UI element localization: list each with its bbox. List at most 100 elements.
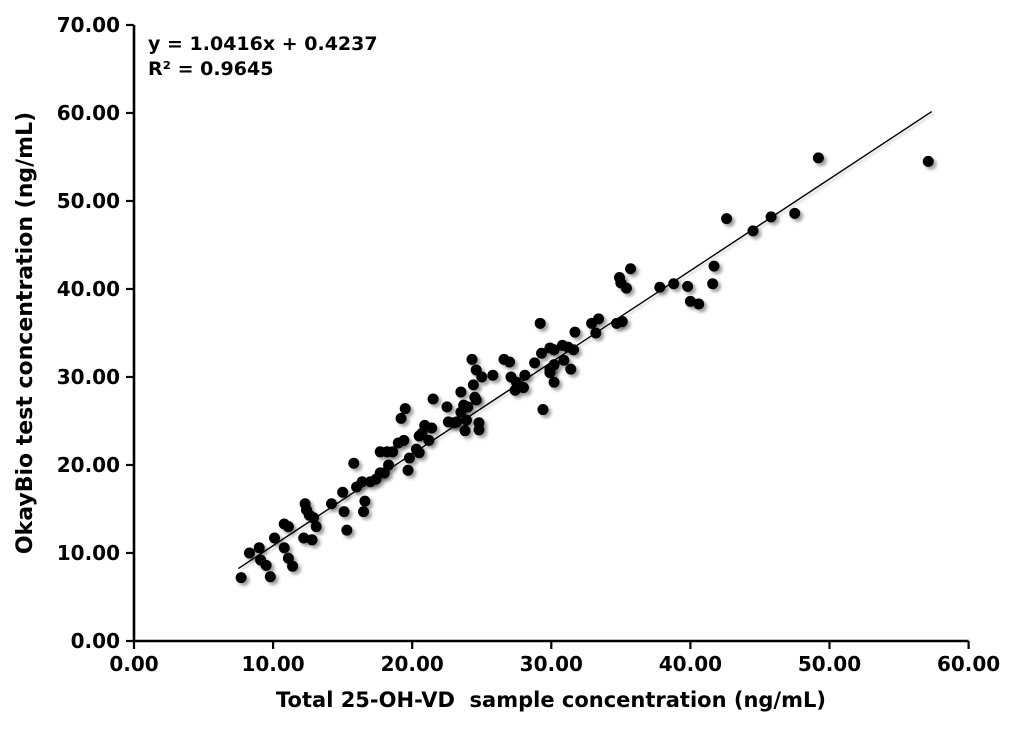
y-tick-label: 30.00	[57, 365, 120, 389]
data-point	[517, 382, 529, 394]
data-point	[467, 379, 479, 391]
data-point	[410, 443, 422, 455]
x-tick-label: 10.00	[241, 652, 304, 676]
y-tick-label: 60.00	[57, 101, 120, 125]
data-point	[403, 452, 415, 464]
y-tick-label: 0.00	[71, 629, 120, 653]
x-tick-label: 0.00	[109, 652, 158, 676]
data-point	[426, 422, 438, 434]
data-point	[504, 356, 516, 368]
data-point	[455, 406, 467, 418]
data-point	[359, 495, 371, 507]
x-tick-label: 20.00	[381, 652, 444, 676]
data-point	[264, 571, 276, 583]
data-point	[544, 367, 556, 379]
data-point	[341, 524, 353, 536]
data-point	[693, 298, 705, 310]
data-point	[922, 155, 934, 167]
trendline-equation-label: y = 1.0416x + 0.4237	[148, 33, 378, 55]
data-point	[310, 521, 322, 533]
data-point	[278, 542, 290, 554]
data-point	[307, 512, 319, 524]
data-point	[402, 464, 414, 476]
data-point	[569, 326, 581, 338]
data-point	[326, 498, 338, 510]
data-point	[441, 401, 453, 413]
data-point	[747, 225, 759, 237]
x-axis-title: Total 25-OH-VD sample concentration (ng/…	[276, 688, 826, 712]
data-point	[568, 344, 580, 356]
data-point	[337, 486, 349, 498]
y-tick-label: 50.00	[57, 189, 120, 213]
r-squared-label: R² = 0.9645	[148, 58, 273, 80]
data-point	[548, 376, 560, 388]
data-point	[529, 357, 541, 369]
data-point	[548, 344, 560, 356]
data-point	[789, 207, 801, 219]
data-point	[395, 412, 407, 424]
y-axis-title: OkayBio test concentration (ng/mL)	[13, 112, 38, 554]
data-point	[306, 534, 318, 546]
data-point	[253, 542, 265, 554]
data-point	[534, 317, 546, 329]
y-tick-label: 10.00	[57, 541, 120, 565]
data-point	[427, 393, 439, 405]
data-point	[383, 459, 395, 471]
data-point	[590, 327, 602, 339]
data-point	[260, 559, 272, 571]
data-point	[812, 152, 824, 164]
data-point	[470, 394, 482, 406]
data-point	[287, 560, 299, 572]
data-point	[423, 434, 435, 446]
data-point	[708, 260, 720, 272]
data-point	[721, 213, 733, 225]
data-point	[616, 316, 628, 328]
data-point	[243, 547, 255, 559]
data-point	[455, 386, 467, 398]
data-point	[593, 313, 605, 325]
data-point	[536, 347, 548, 359]
data-point	[460, 414, 472, 426]
data-point	[765, 211, 777, 223]
data-point	[487, 369, 499, 381]
data-point	[338, 506, 350, 518]
data-point	[509, 384, 521, 396]
data-series	[235, 111, 934, 584]
data-point	[268, 532, 280, 544]
data-point	[459, 425, 471, 437]
data-point	[348, 457, 360, 469]
y-tick-label: 20.00	[57, 453, 120, 477]
data-point	[356, 476, 368, 488]
data-point	[473, 424, 485, 436]
axis-ticks	[126, 23, 970, 649]
data-point	[519, 369, 531, 381]
data-point	[537, 404, 549, 416]
data-point	[399, 403, 411, 415]
data-point	[387, 446, 399, 458]
y-tick-label: 70.00	[57, 13, 120, 37]
y-tick-label: 40.00	[57, 277, 120, 301]
data-point	[620, 282, 632, 294]
x-tick-label: 30.00	[520, 652, 583, 676]
data-point	[298, 532, 310, 544]
data-point	[625, 263, 637, 275]
data-point	[466, 353, 478, 365]
data-point	[451, 416, 463, 428]
data-point	[565, 363, 577, 375]
data-point	[358, 506, 370, 518]
trend-line	[237, 111, 933, 570]
axis-tick-labels: 0.00 10.00 20.00 30.00 40.00 50.00 60.00 0.00 10…	[57, 13, 1000, 676]
x-tick-label: 50.00	[798, 652, 861, 676]
data-point	[398, 434, 410, 446]
x-tick-label: 40.00	[659, 652, 722, 676]
data-point	[707, 278, 719, 290]
data-point	[235, 572, 247, 584]
data-point	[476, 371, 488, 383]
data-point	[668, 278, 680, 290]
data-point	[413, 430, 425, 442]
data-point	[282, 521, 294, 533]
data-point	[558, 354, 570, 366]
x-tick-label: 60.00	[937, 652, 1000, 676]
